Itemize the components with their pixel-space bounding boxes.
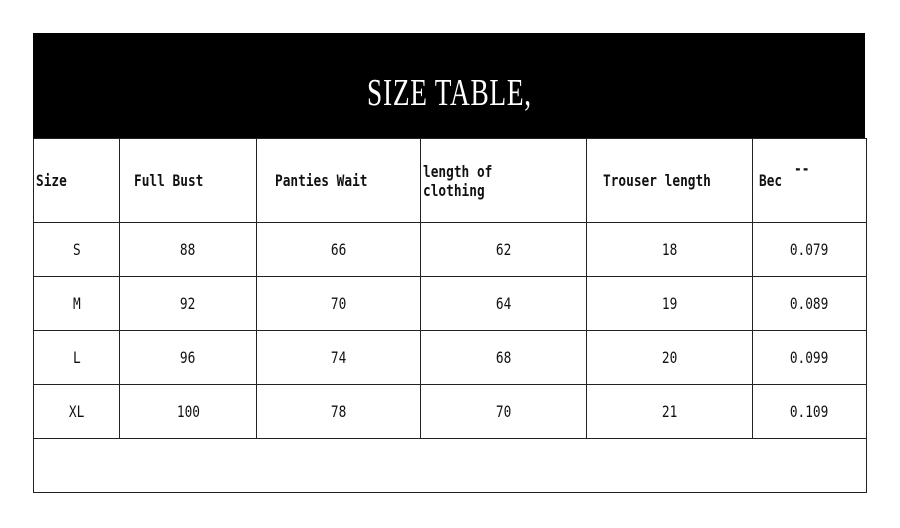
table-cell: 70 <box>420 384 587 439</box>
table-cell: 100 <box>119 384 257 439</box>
table-cell: 74 <box>256 330 421 385</box>
table-row: XL 100 78 70 21 0.109 <box>33 384 867 439</box>
table-cell: 92 <box>119 276 257 331</box>
table-cell: 68 <box>420 330 587 385</box>
table-cell: 21 <box>586 384 753 439</box>
table-title: SIZE TABLE, <box>366 71 532 114</box>
table-cell: 96 <box>119 330 257 385</box>
table-cell: 0.099 <box>752 330 867 385</box>
header-cell: length of clothing <box>420 138 587 223</box>
header-cell: Panties Wait <box>256 138 421 223</box>
table-cell: 64 <box>420 276 587 331</box>
empty-cell <box>33 438 867 493</box>
table-cell: 78 <box>256 384 421 439</box>
table-cell: M <box>33 276 120 331</box>
header-cell: Trouser length <box>586 138 753 223</box>
table-cell: 70 <box>256 276 421 331</box>
table-row: S 88 66 62 18 0.079 <box>33 222 867 277</box>
header-cell: Size <box>33 138 120 223</box>
table-cell: 0.079 <box>752 222 867 277</box>
table-cell: L <box>33 330 120 385</box>
title-banner: SIZE TABLE, <box>33 33 865 138</box>
table-cell: S <box>33 222 120 277</box>
header-row: Size Full Bust Panties Wait length of cl… <box>33 138 867 223</box>
table-cell: 0.109 <box>752 384 867 439</box>
table-cell: 0.089 <box>752 276 867 331</box>
table-cell: 19 <box>586 276 753 331</box>
table-cell: 88 <box>119 222 257 277</box>
size-table: Size Full Bust Panties Wait length of cl… <box>33 138 867 493</box>
table-cell: XL <box>33 384 120 439</box>
table-cell: 62 <box>420 222 587 277</box>
header-cell: Bec-- <box>752 138 867 223</box>
table-cell: 18 <box>586 222 753 277</box>
table-cell: 20 <box>586 330 753 385</box>
table-row: L 96 74 68 20 0.099 <box>33 330 867 385</box>
empty-row <box>33 438 867 493</box>
bec-mark: -- <box>793 159 810 178</box>
table-row: M 92 70 64 19 0.089 <box>33 276 867 331</box>
header-cell: Full Bust <box>119 138 257 223</box>
table-cell: 66 <box>256 222 421 277</box>
